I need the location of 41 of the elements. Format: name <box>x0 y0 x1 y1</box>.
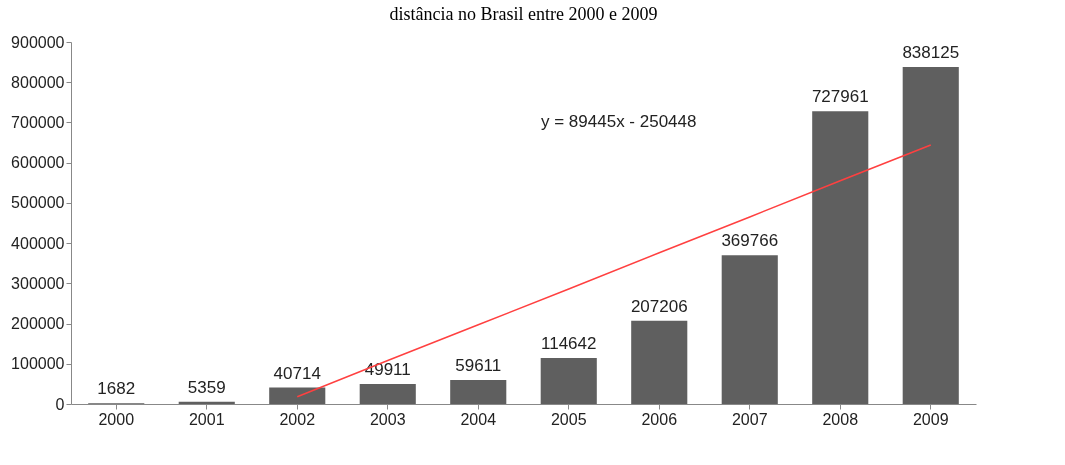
x-tick-label: 2004 <box>460 410 497 428</box>
y-tick-label: 700000 <box>11 113 65 131</box>
y-tick-label: 300000 <box>11 274 65 292</box>
y-tick-label: 800000 <box>11 73 65 91</box>
x-tick-label: 2006 <box>641 410 678 428</box>
x-tick-label: 2001 <box>188 410 225 428</box>
y-tick-label: 100000 <box>11 355 65 373</box>
bar <box>902 66 959 404</box>
data-label: 369766 <box>721 231 779 251</box>
data-label: 40714 <box>273 363 321 383</box>
x-tick-label: 2007 <box>731 410 768 428</box>
y-tick-label: 200000 <box>11 315 65 333</box>
data-label: 838125 <box>902 42 960 62</box>
bar <box>269 387 326 404</box>
x-tick-label: 2003 <box>369 410 406 428</box>
annotation: y = 89445x - 250448 <box>541 112 697 131</box>
data-label: 207206 <box>630 296 688 316</box>
x-tick-label: 2002 <box>279 410 316 428</box>
y-tick-label: 500000 <box>11 194 65 212</box>
data-label: 727961 <box>811 87 869 107</box>
bar <box>178 401 235 404</box>
bar <box>721 255 778 404</box>
x-tick-label: 2008 <box>822 410 859 428</box>
bar <box>359 383 416 404</box>
data-label: 59611 <box>455 356 502 376</box>
y-tick-label: 600000 <box>11 154 65 172</box>
x-tick-label: 2000 <box>98 410 135 428</box>
bar <box>812 111 869 404</box>
x-tick-label: 2009 <box>912 410 949 428</box>
data-label: 49911 <box>364 359 411 379</box>
x-tick-label: 2005 <box>550 410 587 428</box>
y-tick-label: 900000 <box>11 33 65 51</box>
y-tick-label: 400000 <box>11 234 65 252</box>
data-label: 1682 <box>97 379 136 399</box>
chart-title: distância no Brasil entre 2000 e 2009 <box>389 4 658 24</box>
bar <box>631 320 688 404</box>
data-label: 5359 <box>187 377 226 397</box>
bar <box>450 380 507 404</box>
bar <box>540 357 597 404</box>
data-label: 114642 <box>541 333 597 353</box>
y-tick-label: 0 <box>55 395 65 413</box>
